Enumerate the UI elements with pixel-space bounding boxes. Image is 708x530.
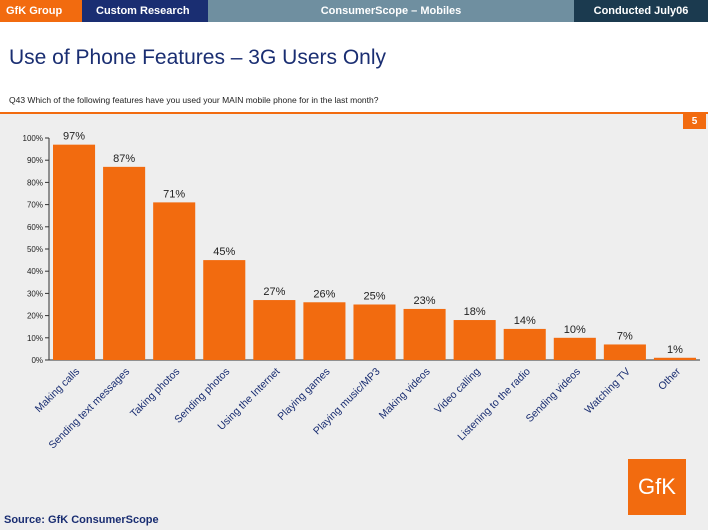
department-label: Custom Research <box>82 0 208 22</box>
orange-divider <box>0 112 708 114</box>
category-label: Making calls <box>33 366 82 415</box>
category-label: Other <box>656 365 683 392</box>
y-tick-label: 70% <box>27 201 43 210</box>
conducted-label: Conducted July06 <box>574 0 708 22</box>
category-label: Sending text messages <box>47 366 133 452</box>
bar-value-label: 25% <box>363 291 385 303</box>
bar <box>203 260 246 360</box>
brand-label: GfK Group <box>0 0 82 22</box>
bar <box>303 302 346 360</box>
category-label: Making videos <box>377 366 433 422</box>
bar <box>603 344 646 360</box>
bar-value-label: 23% <box>414 295 436 307</box>
bar-value-label: 18% <box>464 306 486 318</box>
bar-value-label: 7% <box>617 330 633 342</box>
y-tick-label: 10% <box>27 334 43 343</box>
bar-value-label: 10% <box>564 324 586 336</box>
bar <box>653 357 696 360</box>
bar <box>503 328 546 360</box>
category-label: Watching TV <box>582 366 633 417</box>
y-tick-label: 60% <box>27 223 43 232</box>
bar <box>453 320 496 360</box>
bar <box>153 202 196 360</box>
bar <box>553 337 596 360</box>
bar-value-label: 14% <box>514 315 536 327</box>
y-tick-label: 20% <box>27 312 43 321</box>
category-label: Sending videos <box>524 366 583 425</box>
category-label: Video calling <box>432 366 483 417</box>
page-number: 5 <box>683 114 706 129</box>
survey-question: Q43 Which of the following features have… <box>9 95 379 105</box>
gfk-logo: GfK <box>628 459 686 515</box>
y-tick-label: 80% <box>27 178 43 187</box>
bar-value-label: 45% <box>213 246 235 258</box>
y-tick-label: 30% <box>27 289 43 298</box>
product-label: ConsumerScope – Mobiles <box>208 0 574 22</box>
bar <box>403 308 446 360</box>
bar-value-label: 97% <box>63 131 85 143</box>
bar-chart: 0% 10% 20% 30% 40% 50% 60% 70% 80% 90% 100% 97% Maki… <box>23 131 700 452</box>
bar <box>353 304 396 360</box>
y-tick-label: 100% <box>23 134 43 143</box>
category-label: Taking photos <box>128 366 182 420</box>
bar-value-label: 1% <box>667 344 683 356</box>
bar <box>53 144 96 360</box>
bar-value-label: 26% <box>313 288 335 300</box>
bar-value-label: 27% <box>263 286 285 298</box>
bar <box>253 300 296 360</box>
page-title: Use of Phone Features – 3G Users Only <box>9 46 387 69</box>
y-tick-label: 0% <box>31 356 43 365</box>
bar <box>103 166 146 360</box>
bar-value-label: 87% <box>113 153 135 165</box>
header-bar: GfK Group Custom Research ConsumerScope … <box>0 0 708 22</box>
y-tick-label: 50% <box>27 245 43 254</box>
category-label: Playing games <box>275 366 332 423</box>
y-tick-label: 90% <box>27 156 43 165</box>
y-tick-label: 40% <box>27 267 43 276</box>
source-note: Source: GfK ConsumerScope <box>4 514 159 526</box>
bar-value-label: 71% <box>163 188 185 200</box>
